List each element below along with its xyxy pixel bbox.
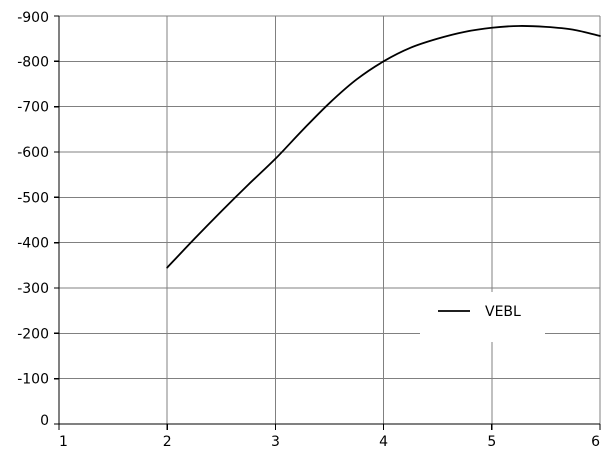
y-tick-label-neg100: -100: [17, 372, 49, 388]
x-tick-label-1: 1: [59, 434, 68, 450]
y-tick-label-neg500: -500: [17, 190, 49, 206]
series-line-vebl: [166, 25, 601, 269]
axes: [58, 16, 600, 425]
tick-labels: 1 2 3 4 5 6 0 -100 -200 -300 -400 -500 -600 -700 -800 -…: [17, 10, 600, 450]
y-tick-label-neg900: -900: [17, 10, 49, 26]
y-tick-label-neg600: -600: [17, 145, 49, 161]
legend-label-vebl: VEBL: [485, 304, 521, 320]
x-tick-label-6: 6: [591, 434, 600, 450]
x-tick-label-5: 5: [487, 434, 496, 450]
x-tick-label-3: 3: [271, 434, 280, 450]
ticks: [54, 15, 601, 430]
legend-box: [420, 292, 545, 342]
legend: VEBL: [420, 292, 545, 342]
grid-lines: [59, 15, 601, 424]
series-lines: [166, 25, 601, 269]
y-tick-label-0: 0: [40, 413, 49, 429]
y-tick-label-neg300: -300: [17, 281, 49, 297]
x-tick-label-4: 4: [379, 434, 388, 450]
x-tick-label-2: 2: [163, 434, 172, 450]
y-tick-label-neg700: -700: [17, 100, 49, 116]
y-tick-label-neg200: -200: [17, 326, 49, 342]
y-tick-label-neg800: -800: [17, 54, 49, 70]
y-tick-label-neg400: -400: [17, 236, 49, 252]
